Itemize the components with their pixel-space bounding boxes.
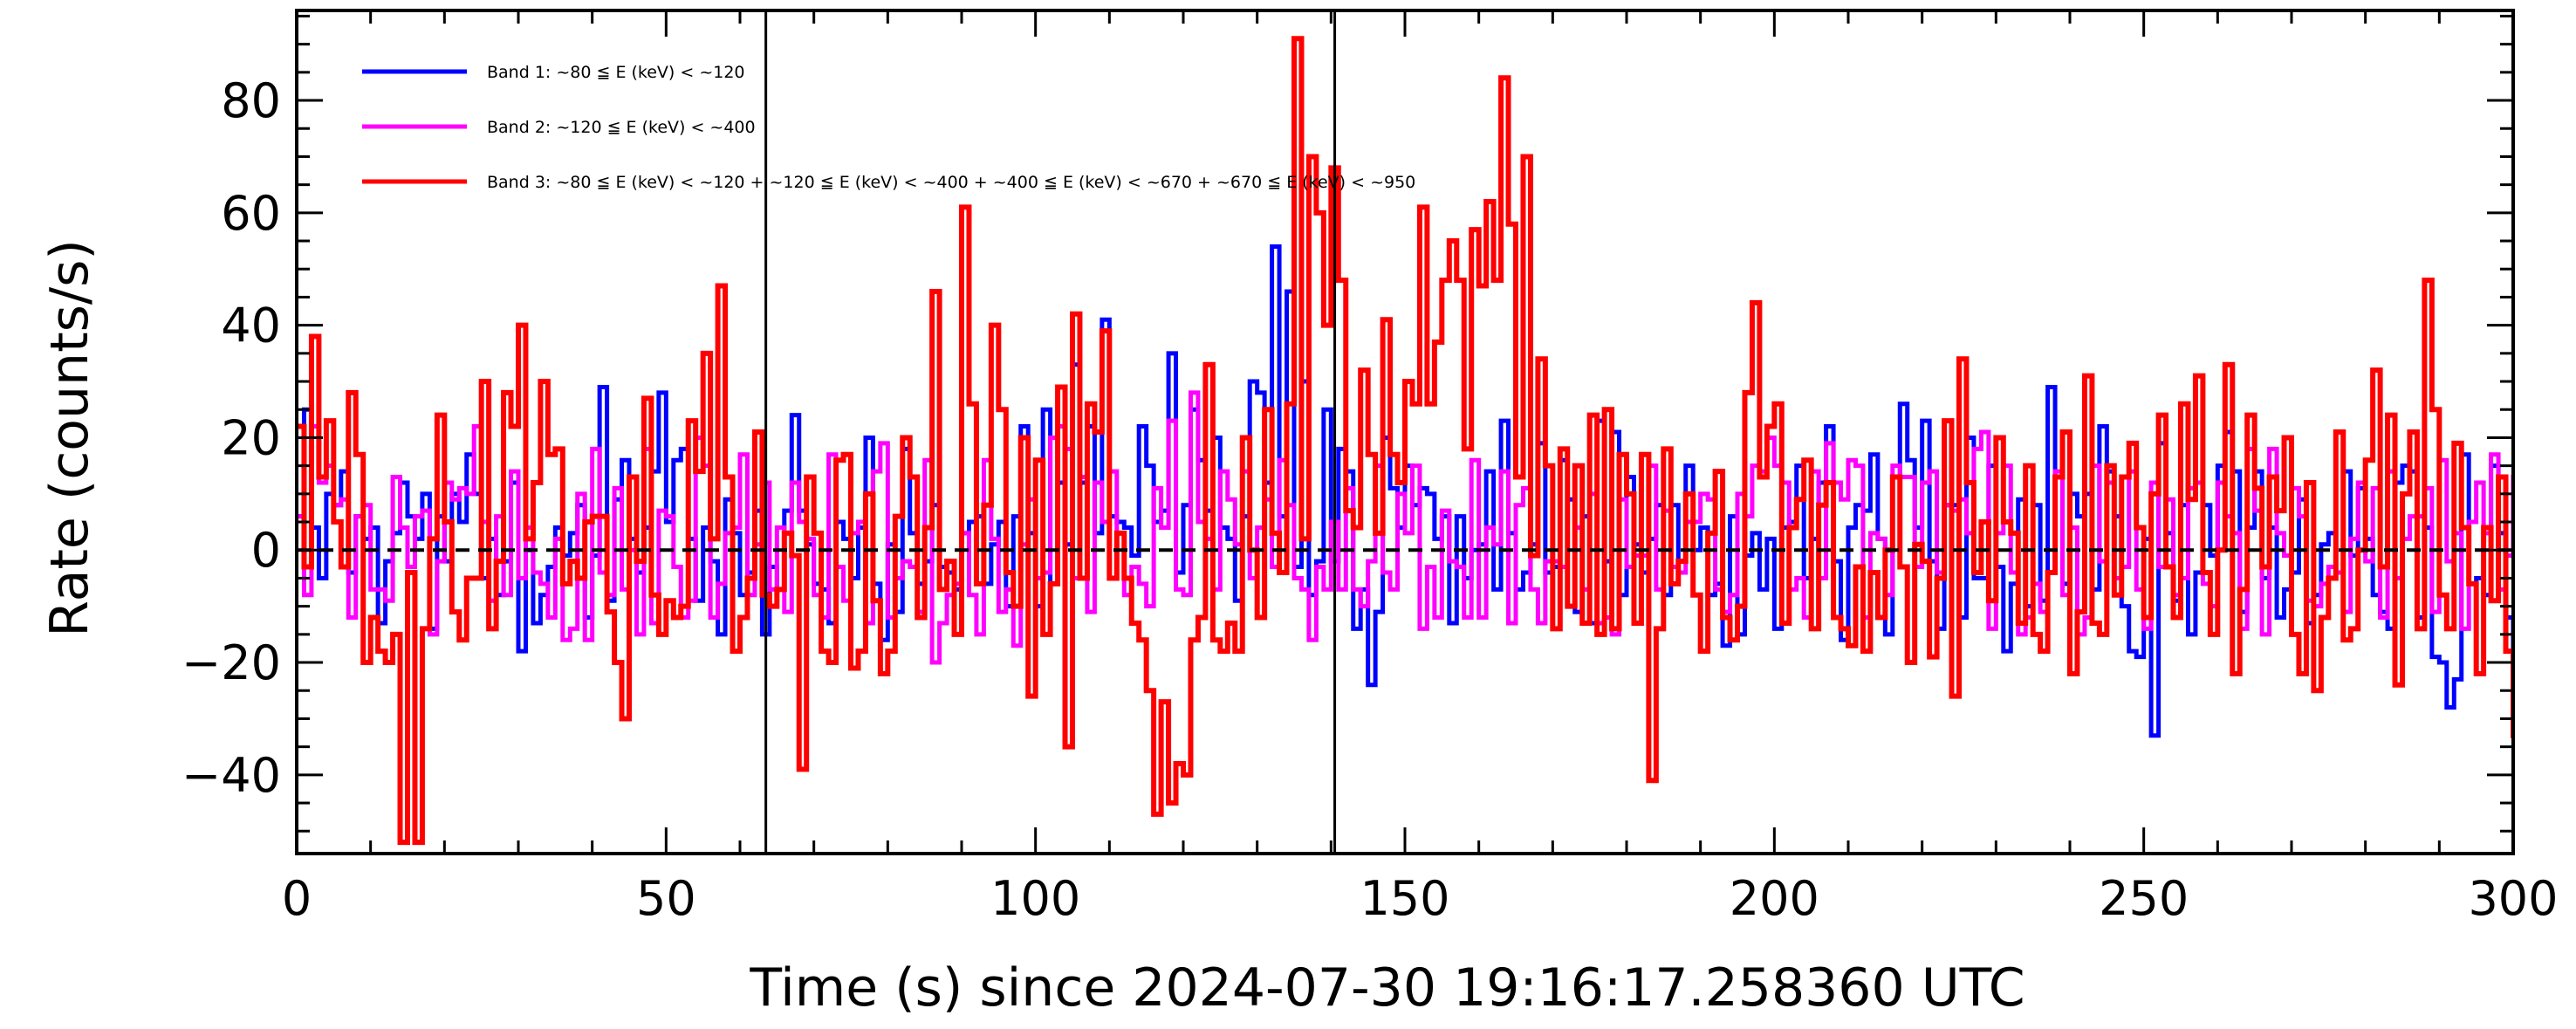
legend-label-band-1: Band 1: ~80 ≦ E (keV) < ~120 — [487, 63, 745, 82]
y-tick-label: 0 — [251, 523, 281, 578]
x-tick-label: 100 — [990, 871, 1080, 926]
y-tick-label: 20 — [221, 410, 281, 465]
y-tick-label: −20 — [182, 635, 281, 690]
x-tick-label: 300 — [2468, 871, 2558, 926]
y-tick-label: 40 — [221, 298, 281, 353]
series-line-band-3 — [297, 36, 2513, 846]
y-tick-label: −40 — [182, 748, 281, 803]
legend-label-band-3: Band 3: ~80 ≦ E (keV) < ~120 + ~120 ≦ E … — [487, 173, 1415, 192]
marker-layer — [764, 10, 1337, 854]
x-tick-label: 250 — [2099, 871, 2189, 926]
y-axis-title: Rate (counts/s) — [39, 239, 100, 636]
x-tick-label: 150 — [1360, 871, 1449, 926]
axes-layer: 0 50 100 150 200 250 300 −40 −20 0 20 40 60 80 — [182, 9, 2559, 926]
series-layer — [297, 36, 2513, 846]
legend-label-band-2: Band 2: ~120 ≦ E (keV) < ~400 — [487, 118, 756, 137]
x-tick-label: 200 — [1730, 871, 1819, 926]
legend: Band 1: ~80 ≦ E (keV) < ~120 Band 2: ~120… — [362, 63, 1415, 192]
x-tick-label: 0 — [282, 871, 312, 926]
y-tick-label: 60 — [221, 186, 281, 241]
y-tick-label: 80 — [221, 73, 281, 128]
x-tick-label: 50 — [636, 871, 696, 926]
x-axis-title: Time (s) since 2024-07-30 19:16:17.25836… — [749, 957, 2024, 1019]
